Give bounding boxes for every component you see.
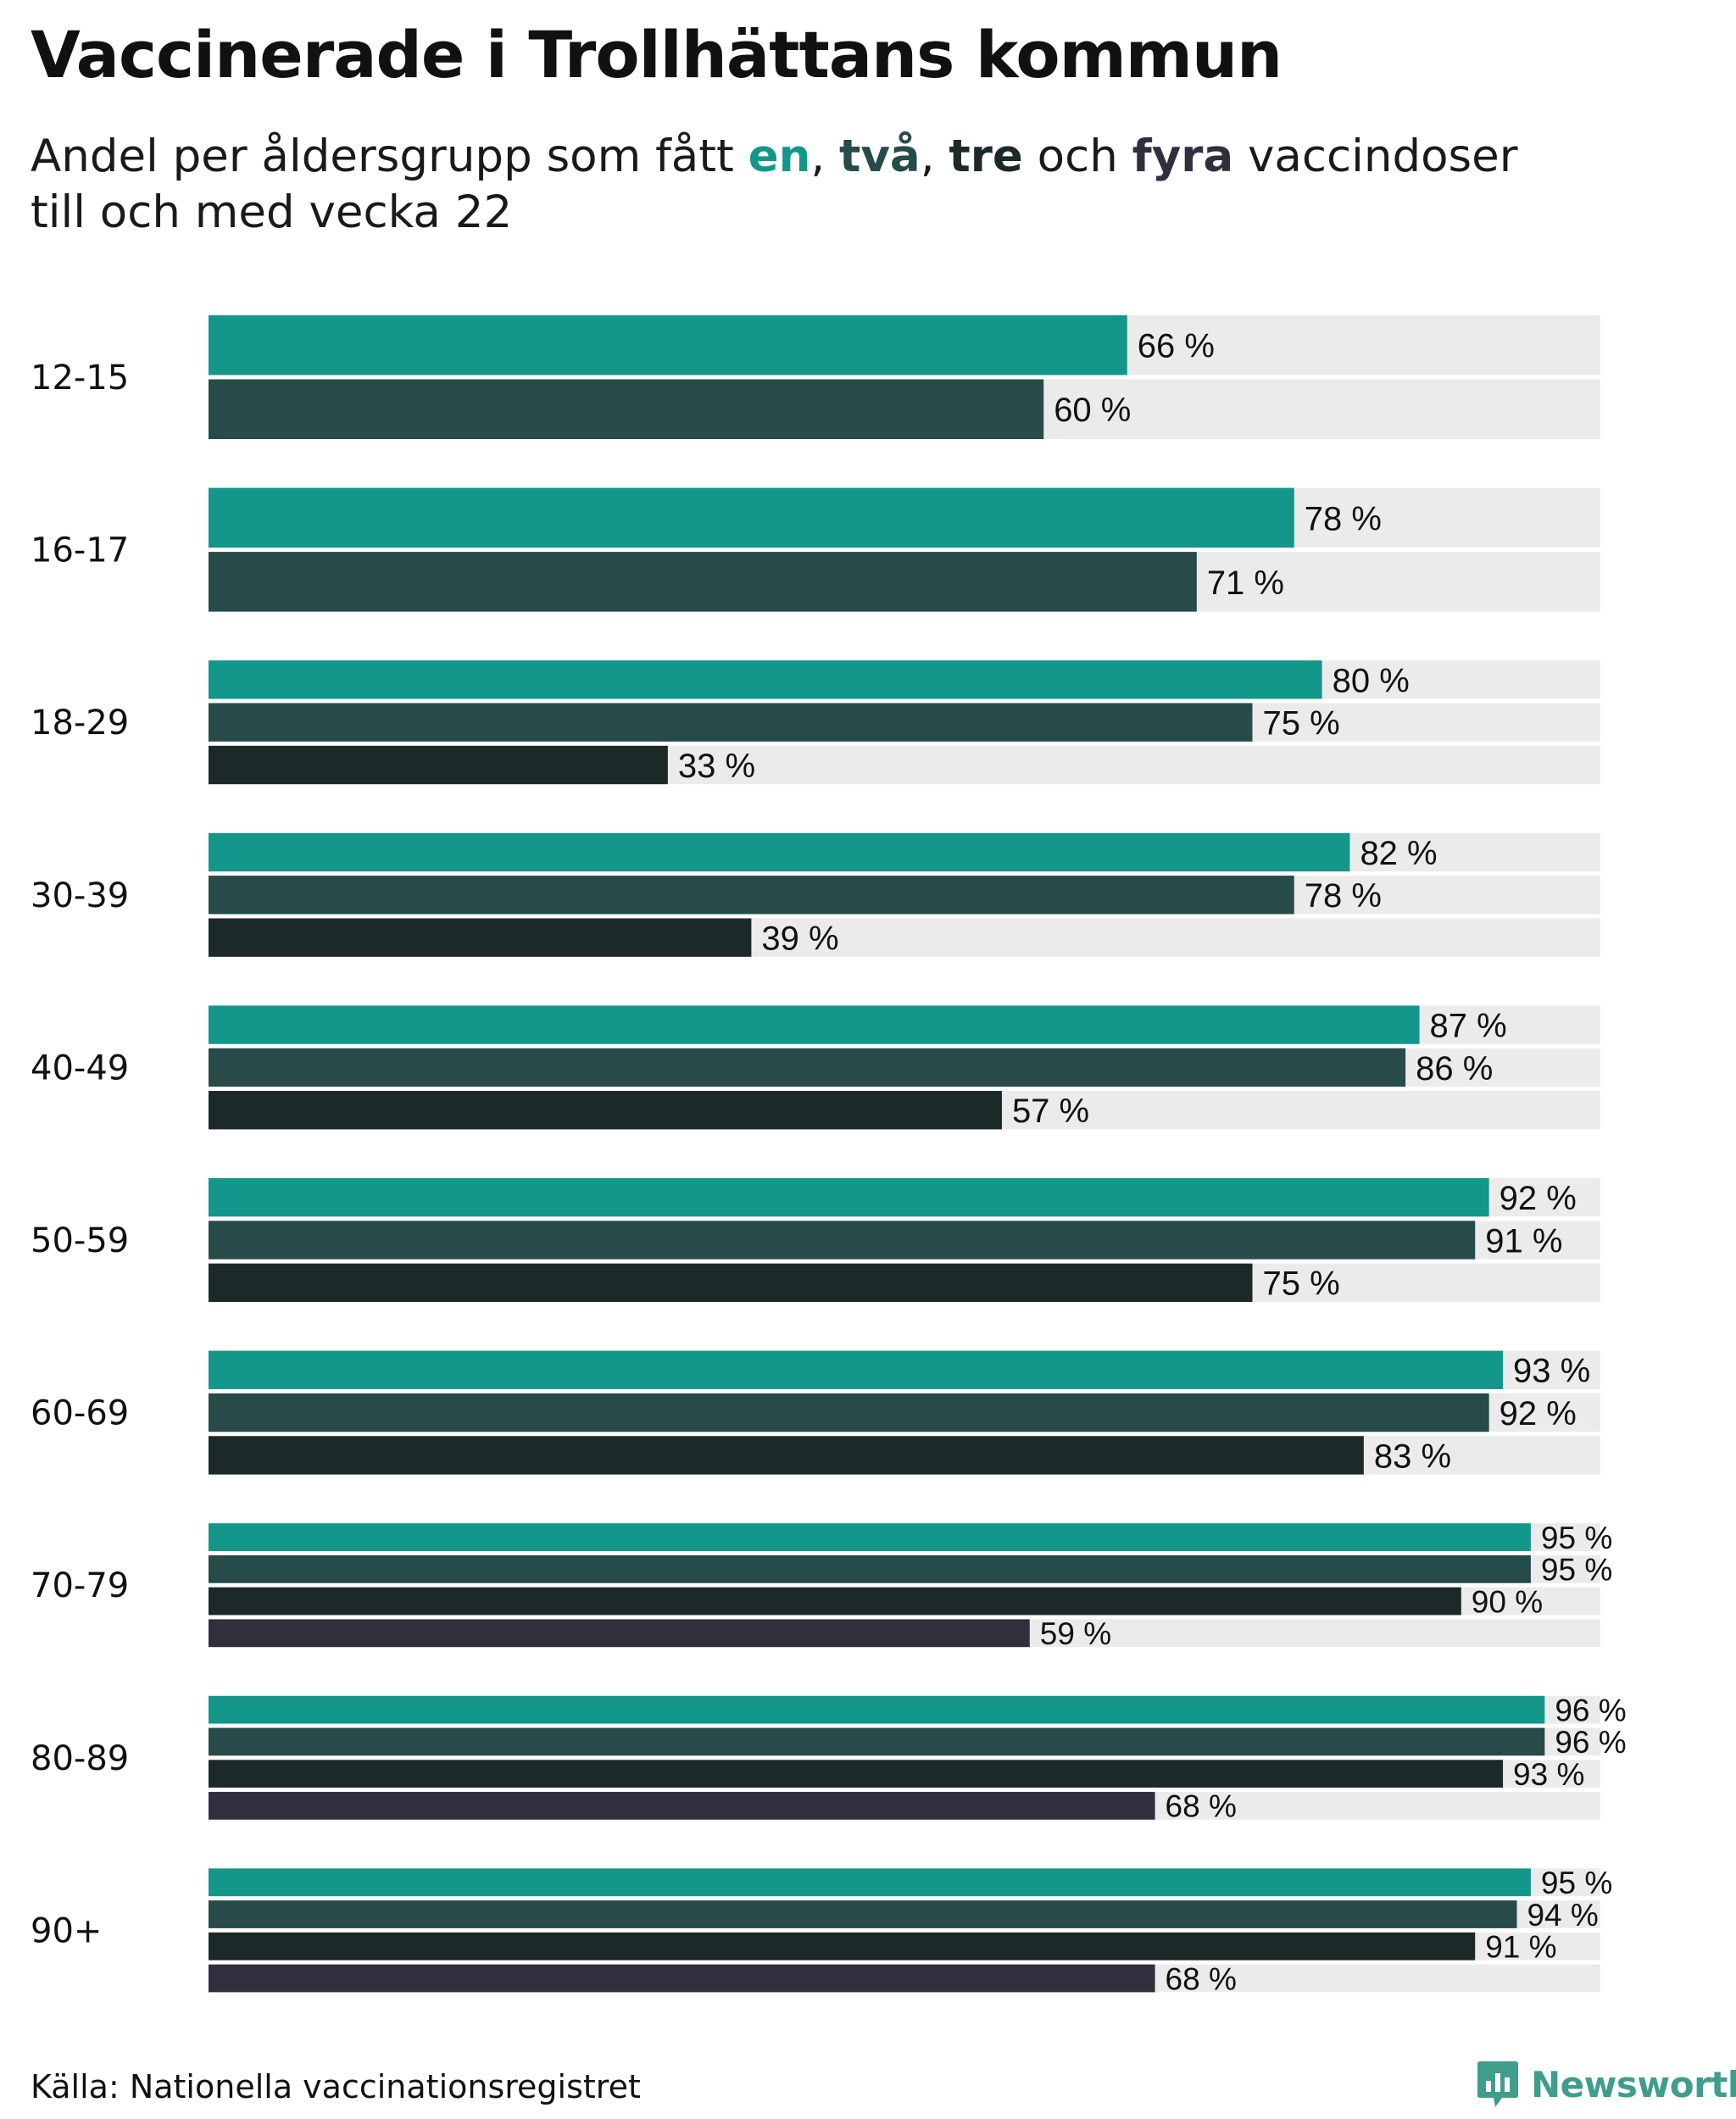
value-label-16-17-två: 71 % xyxy=(1207,565,1284,602)
category-label-40-49: 40-49 xyxy=(31,1048,129,1087)
bar-70-79-en xyxy=(209,1523,1531,1551)
bar-30-39-tre xyxy=(209,918,752,957)
bar-70-79-tre xyxy=(209,1587,1461,1616)
bar-50-59-en xyxy=(209,1178,1489,1217)
value-label-70-79-fyra: 59 % xyxy=(1040,1616,1111,1651)
bar-40-49-en xyxy=(209,1005,1420,1044)
bar-70-79-fyra xyxy=(209,1619,1030,1648)
bar-40-49-tre xyxy=(209,1091,1002,1130)
value-label-60-69-tre: 83 % xyxy=(1374,1438,1451,1475)
bar-80-89-tre xyxy=(209,1760,1504,1788)
value-label-30-39-tre: 39 % xyxy=(761,920,838,958)
chart-title: Vaccinerade i Trollhättans kommun xyxy=(31,17,1283,92)
bar-12-15-två xyxy=(209,379,1044,439)
value-label-90+-två: 94 % xyxy=(1527,1898,1598,1933)
value-label-80-89-en: 96 % xyxy=(1555,1693,1626,1727)
category-label-70-79: 70-79 xyxy=(31,1566,129,1605)
category-label-18-29: 18-29 xyxy=(31,704,129,742)
subtitle-separator: , xyxy=(920,131,949,182)
subtitle-separator: och xyxy=(1022,131,1132,182)
legend-dose-4: fyra xyxy=(1132,131,1234,182)
value-label-18-29-två: 75 % xyxy=(1263,705,1340,742)
bar-18-29-en xyxy=(209,660,1322,699)
subtitle-line-2: till och med vecka 22 xyxy=(31,186,513,238)
category-label-60-69: 60-69 xyxy=(31,1394,129,1433)
bar-18-29-tre xyxy=(209,745,668,785)
bar-16-17-två xyxy=(209,552,1197,612)
bar-60-69-två xyxy=(209,1393,1489,1432)
bar-18-29-två xyxy=(209,703,1253,742)
bar-90+-fyra xyxy=(209,1964,1155,1993)
bar-16-17-en xyxy=(209,487,1294,548)
chart-subtitle: Andel per åldersgrupp som fått en, två, … xyxy=(31,129,1641,241)
value-label-18-29-tre: 33 % xyxy=(678,748,755,785)
newsworthy-logo-icon xyxy=(1477,2061,1518,2107)
subtitle-suffix: vaccindoser xyxy=(1233,131,1518,182)
value-label-70-79-två: 95 % xyxy=(1541,1553,1612,1588)
legend-dose-1: en xyxy=(748,131,811,182)
value-label-18-29-en: 80 % xyxy=(1333,662,1410,699)
brand-name: Newsworthy xyxy=(1531,2063,1736,2105)
value-label-90+-fyra: 68 % xyxy=(1166,1961,1237,1996)
bar-50-59-två xyxy=(209,1221,1476,1260)
bar-30-39-en xyxy=(209,832,1350,872)
value-label-50-59-två: 91 % xyxy=(1485,1222,1562,1260)
value-label-50-59-en: 92 % xyxy=(1500,1180,1577,1217)
value-label-30-39-två: 78 % xyxy=(1305,877,1382,915)
value-label-12-15-en: 66 % xyxy=(1138,328,1215,365)
value-label-40-49-tre: 57 % xyxy=(1012,1093,1089,1130)
subtitle-prefix: Andel per åldersgrupp som fått xyxy=(31,131,748,182)
value-label-12-15-två: 60 % xyxy=(1054,392,1131,429)
value-label-60-69-en: 93 % xyxy=(1513,1353,1590,1390)
subtitle-separator: , xyxy=(810,131,840,182)
value-label-90+-tre: 91 % xyxy=(1485,1930,1556,1965)
value-label-80-89-två: 96 % xyxy=(1555,1725,1626,1760)
bar-80-89-en xyxy=(209,1695,1545,1724)
value-label-80-89-tre: 93 % xyxy=(1513,1757,1584,1792)
category-label-30-39: 30-39 xyxy=(31,876,129,915)
value-label-40-49-en: 87 % xyxy=(1430,1007,1507,1044)
bar-50-59-tre xyxy=(209,1263,1253,1302)
value-label-90+-en: 95 % xyxy=(1541,1866,1612,1900)
bar-30-39-två xyxy=(209,876,1294,915)
category-label-80-89: 80-89 xyxy=(31,1739,129,1778)
category-label-90+: 90+ xyxy=(31,1911,102,1950)
legend-dose-3: tre xyxy=(949,131,1023,182)
legend-dose-2: två xyxy=(839,131,921,182)
value-label-80-89-fyra: 68 % xyxy=(1166,1789,1237,1824)
bar-80-89-fyra xyxy=(209,1792,1155,1820)
bar-40-49-två xyxy=(209,1048,1406,1087)
bar-60-69-en xyxy=(209,1350,1504,1389)
value-label-40-49-två: 86 % xyxy=(1416,1050,1493,1087)
category-label-12-15: 12-15 xyxy=(31,359,129,398)
bar-80-89-två xyxy=(209,1727,1545,1756)
bar-60-69-tre xyxy=(209,1436,1364,1475)
source-note: Källa: Nationella vaccinationsregistret xyxy=(31,2068,641,2105)
bar-90+-en xyxy=(209,1868,1531,1897)
value-label-50-59-tre: 75 % xyxy=(1263,1265,1340,1303)
bar-90+-två xyxy=(209,1900,1517,1928)
value-label-60-69-två: 92 % xyxy=(1500,1395,1577,1432)
brand: Newsworthy xyxy=(1477,2060,1736,2109)
category-label-50-59: 50-59 xyxy=(31,1221,129,1260)
bar-chart: 12-15 66 %60 % 16-17 78 % 71 % 18-29 80 % 75 % 3… xyxy=(31,315,1627,1996)
value-label-70-79-tre: 90 % xyxy=(1472,1584,1543,1619)
bar-90+-tre xyxy=(209,1932,1476,1960)
bar-12-15-en xyxy=(209,315,1127,375)
value-label-30-39-en: 82 % xyxy=(1360,835,1437,872)
category-label-16-17: 16-17 xyxy=(31,531,129,570)
bar-70-79-två xyxy=(209,1554,1531,1583)
value-label-70-79-en: 95 % xyxy=(1541,1521,1612,1555)
value-label-16-17-en: 78 % xyxy=(1305,500,1382,537)
